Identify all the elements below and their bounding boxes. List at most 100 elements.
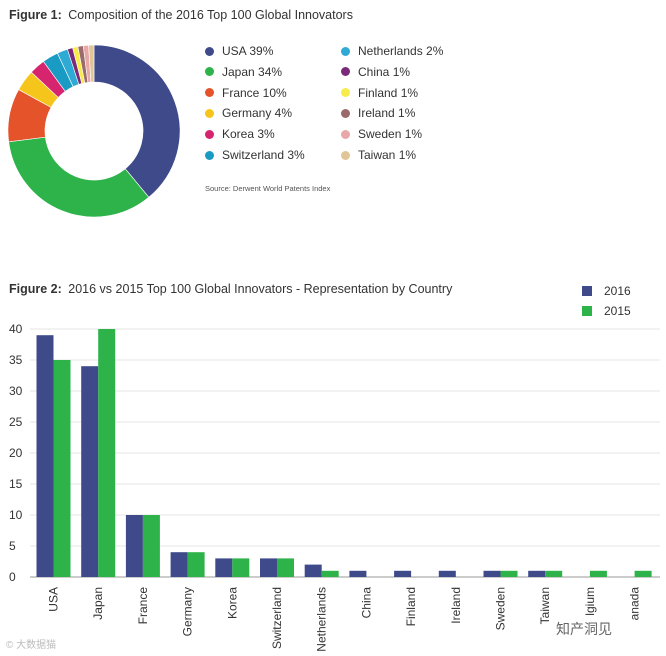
legend-item: Switzerland 3% (205, 148, 305, 162)
legend-dot (341, 67, 350, 77)
watermark-right: 知产洞见 (556, 621, 612, 637)
legend-dot (341, 46, 350, 56)
x-tick-label: Netherlands (315, 587, 329, 652)
bar-2016-china (349, 570, 367, 577)
legend-label: Japan 34% (222, 64, 283, 79)
figure1-label: Figure 1: (9, 8, 62, 22)
legend-item: Germany 4% (205, 106, 292, 120)
legend-label: Germany 4% (222, 106, 293, 121)
legend-label: Sweden 1% (358, 127, 423, 142)
y-tick-label: 30 (9, 384, 23, 398)
bar-2016-switzerland (260, 558, 277, 577)
legend-dot (205, 108, 214, 118)
legend-label: China 1% (358, 64, 411, 79)
x-tick-label: Taiwan (538, 587, 552, 624)
x-tick-label: Switzerland (270, 587, 284, 649)
legend-dot (341, 88, 350, 98)
legend-label: Netherlands 2% (358, 44, 444, 58)
figure1-title-text: Composition of the 2016 Top 100 Global I… (68, 8, 353, 22)
y-tick-label: 15 (9, 477, 23, 491)
bar-legend-swatch (582, 286, 592, 296)
x-tick-label: Ireland (449, 587, 463, 624)
bar-2016-finland (394, 570, 412, 577)
pie-slice-japan (8, 136, 150, 218)
legend-item: USA 39% (205, 44, 273, 58)
legend-item: Finland 1% (341, 86, 418, 100)
legend-dot (341, 108, 350, 118)
pie-slice-usa (93, 44, 181, 198)
x-tick-label: Japan (91, 587, 105, 620)
legend-dot (341, 150, 350, 160)
legend-item: Ireland 1% (341, 106, 415, 120)
legend-label: Taiwan 1% (358, 148, 417, 162)
x-tick-label: Germany (181, 587, 195, 636)
bar-2015-taiwan (545, 570, 563, 577)
y-tick-label: 20 (9, 446, 23, 460)
bar-2015-germany (187, 552, 205, 577)
x-tick-label: Finland (404, 587, 418, 626)
legend-label: USA 39% (222, 44, 274, 58)
x-tick-label: China (359, 587, 373, 619)
x-tick-label: Korea (225, 587, 239, 619)
y-tick-label: 10 (9, 508, 23, 522)
source-note: Source: Derwent World Patents Index (205, 184, 331, 193)
legend-label: Finland 1% (358, 85, 419, 100)
x-tick-label: Sweden (494, 587, 508, 630)
legend-dot (205, 150, 214, 160)
bar-2016-france (125, 515, 143, 577)
bar-2015-sweden (500, 570, 518, 577)
legend-item: Netherlands 2% (341, 44, 443, 58)
legend-label: Ireland 1% (358, 106, 416, 121)
y-tick-label: 5 (9, 539, 16, 553)
bar-2015-korea (232, 558, 250, 577)
bar-2016-ireland (438, 570, 456, 577)
legend-item: Taiwan 1% (341, 148, 416, 162)
bar-2016-japan (81, 366, 99, 577)
bar-2015-japan (98, 329, 116, 577)
legend-label: Switzerland 3% (222, 148, 305, 162)
bar-2016-germany (170, 552, 188, 577)
legend-dot (205, 67, 214, 77)
legend-item: China 1% (341, 65, 410, 79)
legend-dot (205, 46, 214, 56)
figure2-label: Figure 2: (9, 282, 62, 296)
bar-2015-switzerland (277, 558, 294, 577)
legend-dot (205, 129, 214, 139)
bar-2016-usa (36, 335, 54, 577)
y-tick-label: 35 (9, 353, 23, 367)
bar-2015-canada (634, 570, 652, 577)
y-tick-label: 25 (9, 415, 23, 429)
y-tick-label: 0 (9, 570, 16, 584)
y-tick-label: 40 (9, 322, 23, 336)
watermark-left: © 大数据猫 (6, 640, 57, 651)
x-tick-label: anada (628, 587, 642, 621)
x-tick-label: France (136, 587, 150, 625)
x-tick-label: USA (47, 587, 61, 612)
bar-2015-belgium (589, 570, 607, 577)
bar-legend: 2016 2015 (582, 281, 631, 321)
bar-2016-taiwan (528, 570, 546, 577)
bar-legend-label: 2016 (604, 284, 631, 298)
bar-legend-item: 2016 (582, 281, 631, 301)
legend-item: Korea 3% (205, 127, 275, 141)
bar-legend-label: 2015 (604, 304, 631, 318)
bar-2016-sweden (483, 570, 501, 577)
legend-dot (341, 129, 350, 139)
x-tick-label: lgium (583, 587, 597, 616)
bar-2015-france (142, 515, 160, 577)
bar-2015-netherlands (321, 570, 339, 577)
bar-2015-usa (53, 360, 71, 577)
bar-legend-item: 2015 (582, 301, 631, 321)
legend-label: France 10% (222, 85, 287, 100)
figure2-title: Figure 2: 2016 vs 2015 Top 100 Global In… (9, 282, 452, 296)
figure2-title-text: 2016 vs 2015 Top 100 Global Innovators -… (68, 282, 453, 296)
pie-slice-taiwan (88, 44, 95, 83)
legend-item: France 10% (205, 86, 287, 100)
bar-2016-netherlands (304, 564, 322, 577)
legend-item: Sweden 1% (341, 127, 422, 141)
bar-2016-korea (215, 558, 233, 577)
bar-legend-swatch (582, 306, 592, 316)
legend-item: Japan 34% (205, 65, 282, 79)
figure1-title: Figure 1: Composition of the 2016 Top 10… (9, 8, 353, 22)
